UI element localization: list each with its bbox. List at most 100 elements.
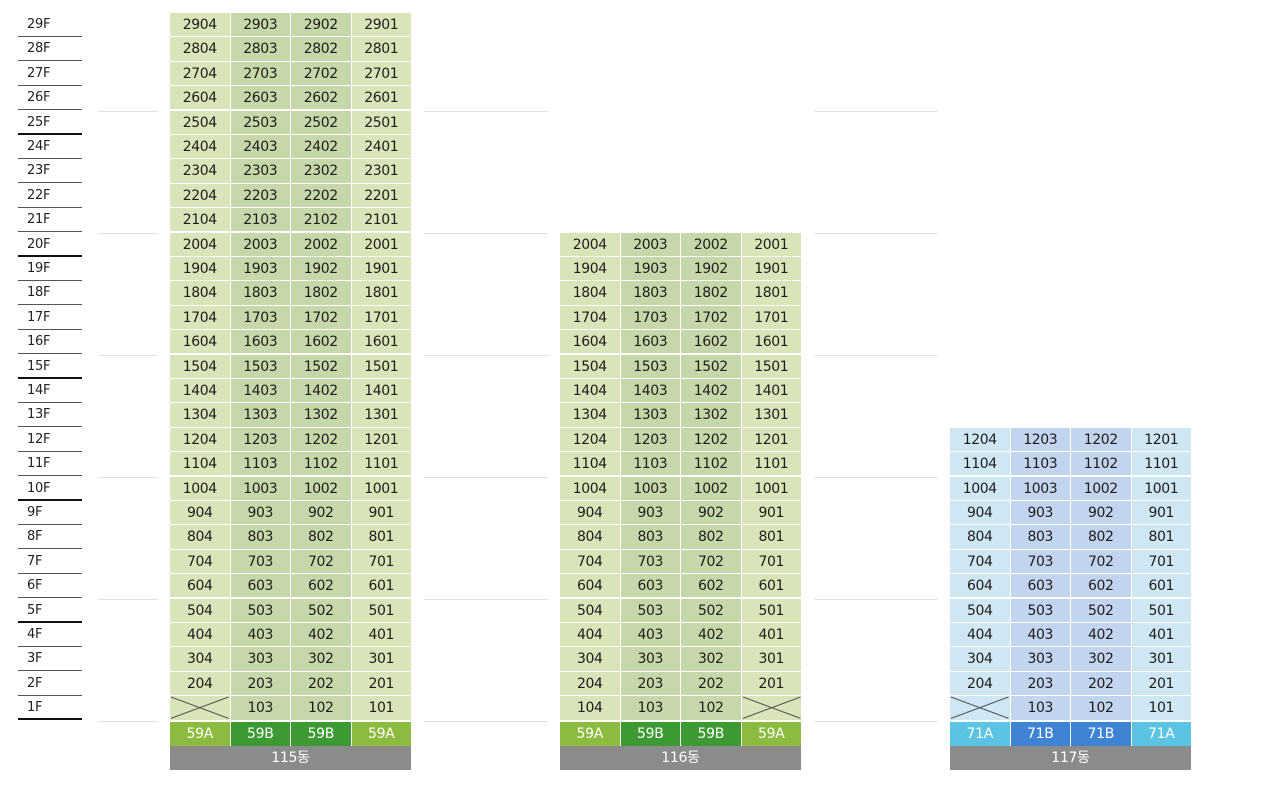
floor-band-line bbox=[98, 354, 158, 356]
floor-band-line bbox=[424, 598, 548, 600]
floor-band-line bbox=[98, 110, 158, 112]
unit-cell: 202 bbox=[291, 671, 352, 697]
unit-cell: 2604 bbox=[170, 86, 231, 111]
unit-cell: 903 bbox=[1010, 501, 1071, 526]
unit-cell: 1901 bbox=[351, 257, 412, 282]
unit-cell: 704 bbox=[170, 549, 231, 575]
unit-cell: 1303 bbox=[620, 403, 681, 428]
unit-cell: 503 bbox=[230, 598, 291, 623]
unit-cell: 702 bbox=[291, 549, 352, 575]
unit-cell: 2601 bbox=[351, 86, 412, 111]
unit-cell: 1401 bbox=[351, 379, 412, 404]
unit-cell: 1802 bbox=[681, 281, 742, 306]
unit-cell: 1101 bbox=[1131, 452, 1192, 477]
floor-band-line bbox=[424, 354, 548, 356]
unit-cell: 2802 bbox=[291, 37, 352, 62]
unit-cell: 2501 bbox=[351, 110, 412, 135]
unit-cell: 1801 bbox=[351, 281, 412, 306]
unit-cell: 2701 bbox=[351, 61, 412, 87]
floor-label: 27F bbox=[18, 62, 82, 86]
unit-cell: 904 bbox=[170, 501, 231, 526]
unit-cell: 202 bbox=[1071, 671, 1132, 697]
unit-cell: 701 bbox=[351, 549, 412, 575]
unit-cell: 1503 bbox=[620, 354, 681, 379]
unit-cell: 1604 bbox=[170, 330, 231, 355]
floor-label: 5F bbox=[18, 599, 82, 623]
unit-cell: 1901 bbox=[741, 257, 802, 282]
floor-band-line bbox=[98, 598, 158, 600]
unit-cell: 1304 bbox=[560, 403, 621, 428]
unit-cell: 702 bbox=[681, 549, 742, 575]
unit-cell: 2304 bbox=[170, 159, 231, 184]
unit-cell: 904 bbox=[560, 501, 621, 526]
unit-cell: 1403 bbox=[230, 379, 291, 404]
unit-cell: 902 bbox=[681, 501, 742, 526]
unit-cell: 2403 bbox=[230, 135, 291, 160]
unit-cell: 1101 bbox=[741, 452, 802, 477]
unit-cell: 504 bbox=[950, 598, 1011, 623]
unit-cell: 601 bbox=[351, 574, 412, 599]
unit-type-label: 59B bbox=[620, 721, 681, 746]
unit-cell: 402 bbox=[681, 623, 742, 648]
unit-cell: 404 bbox=[560, 623, 621, 648]
unit-cell: 1001 bbox=[351, 476, 412, 501]
unit-cell: 704 bbox=[950, 549, 1011, 575]
unit-cell: 204 bbox=[950, 671, 1011, 697]
unit-cell: 601 bbox=[1131, 574, 1192, 599]
unit-cell: 2001 bbox=[351, 232, 412, 257]
unit-cell: 2703 bbox=[230, 61, 291, 87]
unit-cell: 401 bbox=[741, 623, 802, 648]
unit-cell: 301 bbox=[351, 647, 412, 672]
unit-cell: 302 bbox=[1071, 647, 1132, 672]
unit-cell: 603 bbox=[230, 574, 291, 599]
unit-cell: 1501 bbox=[351, 354, 412, 379]
unit-cell: 503 bbox=[1010, 598, 1071, 623]
unit-cell: 804 bbox=[560, 525, 621, 550]
unit-cell: 803 bbox=[230, 525, 291, 550]
unit-cell: 2903 bbox=[230, 13, 291, 38]
unit-cell: 1102 bbox=[681, 452, 742, 477]
unit-cell: 1203 bbox=[230, 427, 291, 453]
unit-cell: 2004 bbox=[560, 232, 621, 257]
unit-cell: 1402 bbox=[681, 379, 742, 404]
unit-cell: 2902 bbox=[291, 13, 352, 38]
unit-cell: 203 bbox=[620, 671, 681, 697]
unit-cell: 701 bbox=[1131, 549, 1192, 575]
unit-cell: 1004 bbox=[950, 476, 1011, 501]
unit-cell: 1201 bbox=[741, 427, 802, 453]
unit-cell: 203 bbox=[230, 671, 291, 697]
floor-label: 28F bbox=[18, 37, 82, 62]
unit-cell: 803 bbox=[620, 525, 681, 550]
unit-cell: 203 bbox=[1010, 671, 1071, 697]
unit-cell: 303 bbox=[620, 647, 681, 672]
unit-cell: 501 bbox=[351, 598, 412, 623]
building-name-label: 116동 bbox=[560, 746, 801, 771]
unit-cell: 901 bbox=[351, 501, 412, 526]
unit-cell: 904 bbox=[950, 501, 1011, 526]
unit-cell: 1704 bbox=[170, 305, 231, 331]
unit-cell: 603 bbox=[1010, 574, 1071, 599]
unit-type-label: 59A bbox=[351, 721, 412, 746]
unit-cell: 2603 bbox=[230, 86, 291, 111]
floor-band-line bbox=[424, 232, 548, 234]
unit-cell: 304 bbox=[170, 647, 231, 672]
unit-cell: 501 bbox=[1131, 598, 1192, 623]
unit-cell: 2202 bbox=[291, 183, 352, 209]
unit-cell: 401 bbox=[351, 623, 412, 648]
building-name-label: 117동 bbox=[950, 746, 1191, 771]
floor-label: 17F bbox=[18, 306, 82, 330]
unit-cell: 2004 bbox=[170, 232, 231, 257]
unit-cell: 202 bbox=[681, 671, 742, 697]
unit-cell: 1904 bbox=[560, 257, 621, 282]
unit-cell: 2904 bbox=[170, 13, 231, 38]
unit-cell: 1302 bbox=[681, 403, 742, 428]
unit-cell: 204 bbox=[170, 671, 231, 697]
unit-cell: 602 bbox=[291, 574, 352, 599]
unit-type-label: 59B bbox=[291, 721, 352, 746]
unit-cell: 2301 bbox=[351, 159, 412, 184]
unit-cell: 703 bbox=[1010, 549, 1071, 575]
unit-cell: 1902 bbox=[681, 257, 742, 282]
unit-cell: 702 bbox=[1071, 549, 1132, 575]
unit-cell: 1403 bbox=[620, 379, 681, 404]
unit-cell: 1301 bbox=[351, 403, 412, 428]
